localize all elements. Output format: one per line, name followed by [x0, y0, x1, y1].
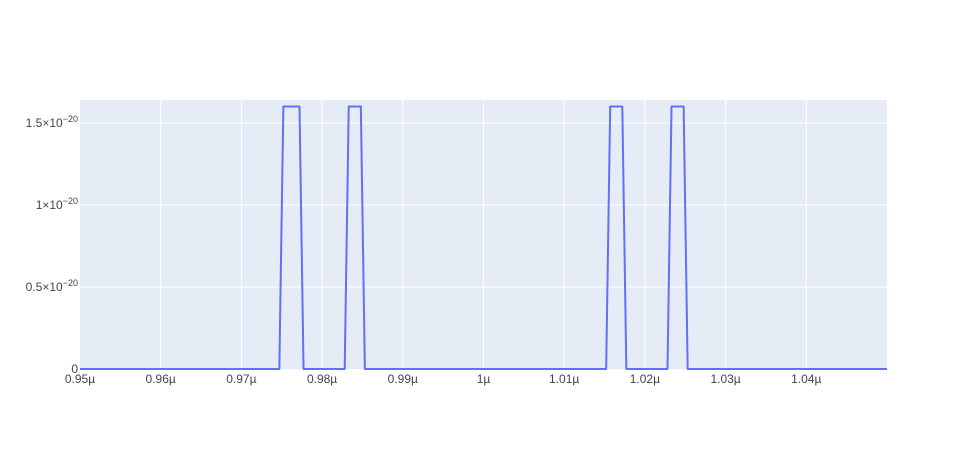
x-tick-label: 0.96µ [146, 372, 176, 386]
x-axis-ticks: 0.95µ 0.96µ 0.97µ 0.98µ 0.99µ 1µ 1.01µ 1.02µ 1.0… [65, 372, 822, 386]
x-tick-label: 0.99µ [388, 372, 418, 386]
x-tick-label: 1.01µ [549, 372, 579, 386]
x-tick-label: 0.98µ [307, 372, 337, 386]
x-tick-label: 1.02µ [630, 372, 660, 386]
y-tick-label: 0.5×10−20 [26, 278, 78, 294]
y-tick-label: 1.5×10−20 [26, 114, 78, 130]
grid-lines [80, 100, 887, 369]
x-tick-label: 1µ [477, 372, 491, 386]
x-tick-label: 1.03µ [710, 372, 740, 386]
x-tick-label: 0.95µ [65, 372, 95, 386]
series-layer [80, 105, 887, 370]
y-tick-label: 1×10−20 [36, 196, 78, 212]
y-tick-label: 0 [71, 362, 78, 376]
x-tick-label: 0.97µ [226, 372, 256, 386]
x-tick-label: 1.04µ [791, 372, 821, 386]
y-axis-ticks: 0 0.5×10−20 1×10−20 1.5×10−20 [26, 114, 79, 376]
series-line-0 [80, 105, 887, 370]
